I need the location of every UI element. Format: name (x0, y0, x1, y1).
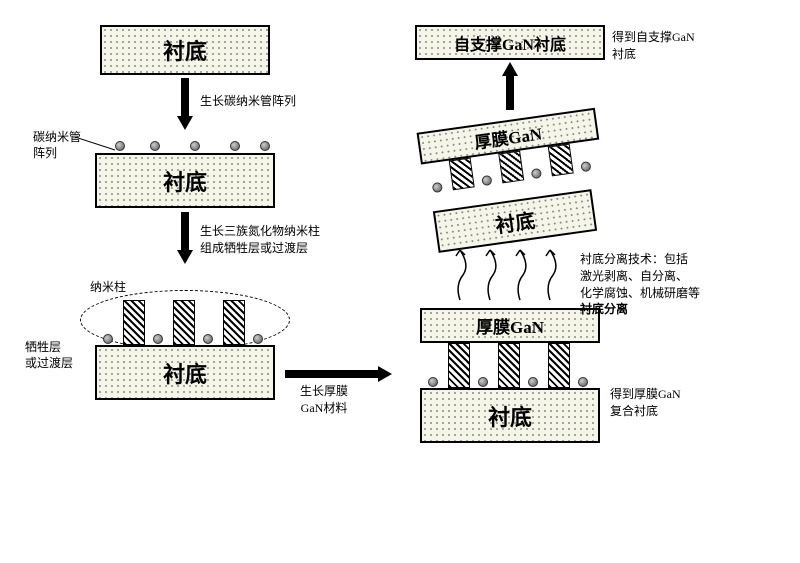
step4-panel: 厚膜GaN 衬底 (420, 308, 600, 443)
nano-column (123, 300, 145, 345)
cnt-dot (190, 141, 200, 151)
cnt-dot (531, 168, 542, 179)
cnt-dot (153, 334, 163, 344)
arrow-5-6-shaft (506, 75, 514, 110)
arrow-2-3-shaft (181, 212, 189, 252)
step3-substrate-box: 衬底 (95, 345, 275, 400)
separation-waves (445, 245, 575, 305)
nano-column (448, 343, 470, 388)
nano-column (223, 300, 245, 345)
arrow-3-4-caption: 生长厚膜 GaN材料 (300, 382, 348, 416)
step5-substrate-label: 衬底 (493, 204, 537, 238)
cnt-dot (481, 175, 492, 186)
cnt-pointer-line (75, 137, 120, 162)
arrow-1-2-head (177, 116, 193, 130)
step6-label: 自支撑GaN衬底 (454, 31, 566, 55)
nano-column (449, 158, 475, 191)
arrow-1-2-caption: 生长碳纳米管阵列 (200, 92, 296, 109)
step3-panel: 衬底 (95, 300, 275, 400)
arrow-2-3-caption: 生长三族氮化物纳米柱 组成牺牲层或过渡层 (200, 222, 320, 256)
nano-column (548, 144, 574, 177)
nano-column (548, 343, 570, 388)
step3-sacrifice-label: 牺牲层 或过渡层 (25, 340, 73, 371)
cnt-dot (528, 377, 538, 387)
arrow-3-4-head (378, 366, 392, 382)
cnt-dot (260, 141, 270, 151)
nano-column (498, 151, 524, 184)
step1-substrate-label: 衬底 (163, 34, 207, 66)
step5-panel: 厚膜GaN (417, 108, 604, 194)
step3-nanocolumn-row (95, 300, 275, 345)
cnt-dot (103, 334, 113, 344)
nano-column (498, 343, 520, 388)
step6-result-caption: 得到自支撑GaN 衬底 (612, 28, 695, 62)
cnt-dot (428, 377, 438, 387)
cnt-dot (150, 141, 160, 151)
cnt-dot (253, 334, 263, 344)
step2-cnt-label: 碳纳米管 阵列 (33, 130, 81, 161)
step4-arrow-caption: 衬底分离 (580, 300, 628, 317)
step3-substrate-label: 衬底 (163, 357, 207, 389)
step1-substrate-box: 衬底 (100, 25, 270, 75)
cnt-dot (578, 377, 588, 387)
cnt-dot (580, 161, 591, 172)
step6-box: 自支撑GaN衬底 (415, 25, 605, 60)
step4-nanocolumn-row (420, 343, 600, 388)
step2-panel: 衬底 (95, 135, 275, 208)
step1-panel: 衬底 (100, 25, 270, 75)
cnt-dot (203, 334, 213, 344)
cnt-dot (230, 141, 240, 151)
step6-panel: 自支撑GaN衬底 (415, 25, 605, 60)
step4-substrate-box: 衬底 (420, 388, 600, 443)
step5-substrate-panel: 衬底 (433, 189, 597, 253)
step4-result-caption: 得到厚膜GaN 复合衬底 (610, 385, 681, 419)
step2-dots-row (95, 135, 275, 153)
step3-nano-label: 纳米柱 (90, 280, 126, 296)
cnt-dot (432, 182, 443, 193)
step2-substrate-box: 衬底 (95, 153, 275, 208)
nano-column (173, 300, 195, 345)
step5-substrate-box: 衬底 (433, 189, 597, 253)
arrow-2-3-head (177, 250, 193, 264)
step4-thick-label: 厚膜GaN (476, 313, 544, 338)
step4-substrate-label: 衬底 (488, 400, 532, 432)
arrow-3-4-shaft (285, 370, 380, 378)
step4-separation-caption: 衬底分离技术：包括 激光剥离、自分离、 化学腐蚀、机械研磨等 (580, 250, 700, 301)
step2-substrate-label: 衬底 (163, 165, 207, 197)
step4-thickgan-box: 厚膜GaN (420, 308, 600, 343)
cnt-dot (478, 377, 488, 387)
arrow-5-6-head (502, 62, 518, 76)
arrow-1-2-shaft (181, 78, 189, 118)
